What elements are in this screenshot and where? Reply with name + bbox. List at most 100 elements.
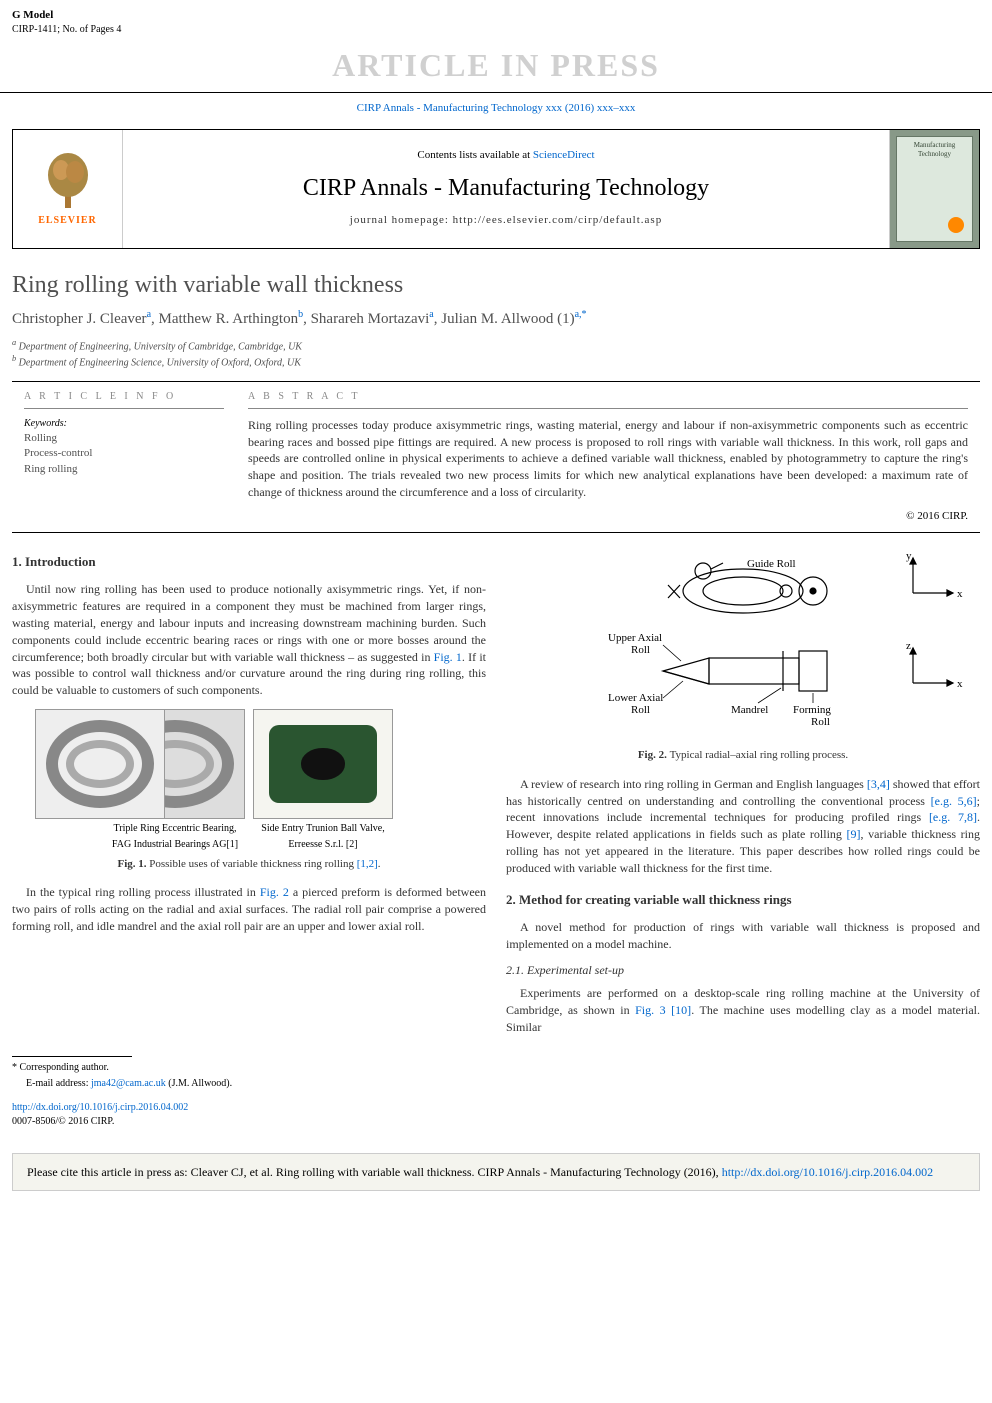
contents-prefix: Contents lists available at <box>417 149 532 161</box>
journal-reference: CIRP Annals - Manufacturing Technology x… <box>0 93 992 124</box>
fig1-caption: Fig. 1. Possible uses of variable thickn… <box>12 857 486 872</box>
keyword-0: Rolling <box>24 431 224 446</box>
cover-circle-icon <box>948 217 964 233</box>
author-1: Matthew R. Arthington <box>159 311 299 327</box>
fig1-label-0b: FAG Industrial Bearings AG[1] <box>105 839 245 851</box>
info-heading: A R T I C L E I N F O <box>24 390 224 409</box>
title-block: Ring rolling with variable wall thicknes… <box>0 261 992 373</box>
section-1-heading: 1. Introduction <box>12 553 486 571</box>
fig1-label-1b: Erreesse S.r.l. [2] <box>253 839 393 851</box>
cover-label: Manufacturing Technology <box>897 137 972 165</box>
s1-p1-a: Until now ring rolling has been used to … <box>12 582 486 663</box>
abstract-heading: A B S T R A C T <box>248 390 968 409</box>
fig1-item-0: Triple Ring Eccentric Bearing, FAG Indus… <box>105 709 245 851</box>
aff-b-text: Department of Engineering Science, Unive… <box>19 357 301 368</box>
fig2-lower-axial-label2: Roll <box>631 704 650 716</box>
s1-p3: A review of research into ring rolling i… <box>506 776 980 877</box>
footer-copyright: 0007-8506/© 2016 CIRP. <box>12 1115 980 1129</box>
s1-p3-a: A review of research into ring rolling i… <box>520 777 867 791</box>
s1-p1: Until now ring rolling has been used to … <box>12 581 486 699</box>
cite-text: Please cite this article in press as: Cl… <box>27 1165 722 1179</box>
fig1-bearing-image-2 <box>35 709 165 819</box>
fig1-label-0a: Triple Ring Eccentric Bearing, <box>105 823 245 835</box>
journal-homepage: journal homepage: http://ees.elsevier.co… <box>350 213 662 228</box>
ref-3-4[interactable]: [3,4] <box>867 777 890 791</box>
keywords-label: Keywords: <box>24 417 224 431</box>
article-title: Ring rolling with variable wall thicknes… <box>12 269 980 303</box>
abstract-block: A B S T R A C T Ring rolling processes t… <box>248 390 968 524</box>
info-abstract-row: A R T I C L E I N F O Keywords: Rolling … <box>12 381 980 533</box>
email-link[interactable]: jma42@cam.ac.uk <box>91 1078 166 1089</box>
email-line: E-mail address: jma42@cam.ac.uk (J.M. Al… <box>26 1077 980 1091</box>
fig1-caption-ref[interactable]: [1,2] <box>357 858 378 870</box>
cirp-id: CIRP-1411; No. of Pages 4 <box>12 23 980 37</box>
corresponding-author: * Corresponding author. <box>12 1061 980 1075</box>
ref-7-8[interactable]: [e.g. 7,8] <box>929 810 977 824</box>
s2-p1: A novel method for production of rings w… <box>506 919 980 953</box>
author-3-sup: a,* <box>575 309 587 320</box>
fig2-caption-prefix: Fig. 2. <box>638 749 670 761</box>
fig2-z: z <box>906 640 911 652</box>
affiliation-b: b Department of Engineering Science, Uni… <box>12 354 980 369</box>
cover-thumbnail: Manufacturing Technology <box>889 130 979 248</box>
email-suffix: (J.M. Allwood). <box>166 1078 232 1089</box>
valve-body-icon <box>269 725 377 803</box>
two-column-body: 1. Introduction Until now ring rolling h… <box>0 533 992 1047</box>
author-2-sup: a <box>429 309 433 320</box>
citation-box: Please cite this article in press as: Cl… <box>12 1153 980 1192</box>
fig1-item-1: Side Entry Trunion Ball Valve, Erreesse … <box>253 709 393 851</box>
right-column: Guide Roll Upper Axial Roll Lower Axial … <box>506 553 980 1039</box>
aff-a-text: Department of Engineering, University of… <box>19 342 302 353</box>
author-2: Sharareh Mortazavi <box>311 311 430 327</box>
figure-2-diagram: Guide Roll Upper Axial Roll Lower Axial … <box>506 553 980 733</box>
fig2-guide-label: Guide Roll <box>747 558 796 570</box>
section-2-heading: 2. Method for creating variable wall thi… <box>506 891 980 909</box>
ref-9[interactable]: [9] <box>847 827 861 841</box>
ref-5-6[interactable]: [e.g. 5,6] <box>931 794 977 808</box>
fig2-y: y <box>906 553 912 562</box>
elsevier-tree-icon <box>43 150 93 210</box>
contents-line: Contents lists available at ScienceDirec… <box>417 148 594 163</box>
affiliation-a: a Department of Engineering, University … <box>12 338 980 353</box>
fig1-caption-text: Possible uses of variable thickness ring… <box>149 858 356 870</box>
author-0-sup: a <box>147 309 151 320</box>
page-header: G Model CIRP-1411; No. of Pages 4 ARTICL… <box>0 0 992 93</box>
cite-doi[interactable]: http://dx.doi.org/10.1016/j.cirp.2016.04… <box>722 1165 933 1179</box>
fig2-mandrel-label: Mandrel <box>731 704 768 716</box>
fig2-forming-label2: Roll <box>811 716 830 728</box>
ref-10[interactable]: [10] <box>666 1003 692 1017</box>
g-model-label: G Model <box>12 8 980 23</box>
section-2-1-heading: 2.1. Experimental set-up <box>506 962 980 979</box>
fig2-lower-axial-label: Lower Axial <box>608 692 663 704</box>
fig2-upper-axial-label: Upper Axial <box>608 632 662 644</box>
fig1-caption-prefix: Fig. 1. <box>117 858 149 870</box>
fig2-upper-axial-label2: Roll <box>631 644 650 656</box>
fig2-x2: x <box>957 678 963 690</box>
journal-name: CIRP Annals - Manufacturing Technology <box>303 172 709 206</box>
author-1-sup: b <box>298 309 303 320</box>
fig2-caption-text: Typical radial–axial ring rolling proces… <box>670 749 849 761</box>
keyword-1: Process-control <box>24 446 224 461</box>
doi-link[interactable]: http://dx.doi.org/10.1016/j.cirp.2016.04… <box>12 1101 980 1115</box>
fig1-ref[interactable]: Fig. 1 <box>434 650 462 664</box>
fig1-valve-image <box>253 709 393 819</box>
fig2-caption: Fig. 2. Typical radial–axial ring rollin… <box>506 748 980 763</box>
banner-center: Contents lists available at ScienceDirec… <box>123 130 889 248</box>
footer-rule <box>12 1056 132 1057</box>
left-column: 1. Introduction Until now ring rolling h… <box>12 553 486 1039</box>
sciencedirect-link[interactable]: ScienceDirect <box>533 149 595 161</box>
aff-a-sup: a <box>12 338 16 347</box>
fig3-ref[interactable]: Fig. 3 <box>635 1003 666 1017</box>
s1-p2: In the typical ring rolling process illu… <box>12 884 486 934</box>
s21-p1: Experiments are performed on a desktop-s… <box>506 985 980 1035</box>
bearing-rings-icon-2 <box>46 720 154 808</box>
fig1-label-1a: Side Entry Trunion Ball Valve, <box>253 823 393 835</box>
fig2-ref[interactable]: Fig. 2 <box>260 885 289 899</box>
article-in-press-watermark: ARTICLE IN PRESS <box>12 43 980 88</box>
article-info: A R T I C L E I N F O Keywords: Rolling … <box>24 390 224 524</box>
figure-1: Triple Ring Eccentric Bearing, FAG Indus… <box>12 709 486 851</box>
author-0: Christopher J. Cleaver <box>12 311 147 327</box>
affiliations: a Department of Engineering, University … <box>12 338 980 369</box>
fig2-forming-label: Forming <box>793 704 831 716</box>
journal-banner: ELSEVIER Contents lists available at Sci… <box>12 129 980 249</box>
